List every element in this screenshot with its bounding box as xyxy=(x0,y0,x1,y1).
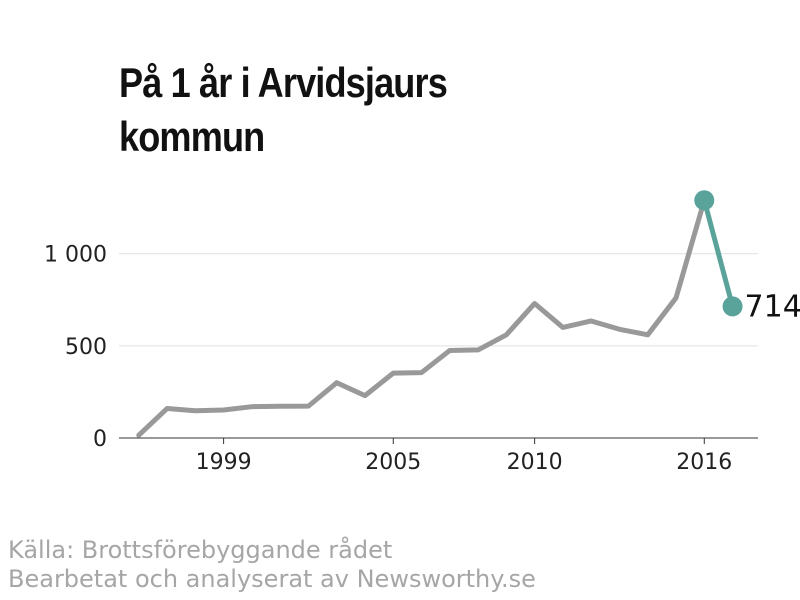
source-line: Källa: Brottsförebyggande rådet xyxy=(8,536,393,564)
grid-lines xyxy=(119,253,758,347)
y-axis-ticks: 0 500 1 000 xyxy=(44,243,107,452)
x-tick-label: 2016 xyxy=(676,450,732,475)
x-tick-label: 2005 xyxy=(365,450,421,475)
series-markers xyxy=(694,190,743,317)
source-note: Källa: Brottsförebyggande rådet Bearbeta… xyxy=(8,536,536,594)
data-point-marker xyxy=(722,296,743,317)
chart-title: På 1 år i Arvidsjaurs kommun xyxy=(119,59,448,160)
x-tick-label: 2010 xyxy=(507,450,563,475)
data-point-marker xyxy=(694,190,715,211)
series-line-latest xyxy=(701,197,736,309)
end-value-label: 714 xyxy=(745,289,800,324)
x-axis-ticks: 1999 2005 2010 2016 xyxy=(196,438,732,475)
line-chart: 0 500 1 000 1999 2005 2010 2016 714 xyxy=(44,190,800,475)
y-tick-label: 0 xyxy=(93,427,107,452)
series-lines xyxy=(136,197,736,438)
series-line-history xyxy=(136,197,707,438)
credit-line: Bearbetat och analyserat av Newsworthy.s… xyxy=(8,565,536,593)
y-tick-label: 500 xyxy=(65,335,107,360)
x-tick-label: 1999 xyxy=(196,450,252,475)
y-tick-label: 1 000 xyxy=(44,243,107,268)
